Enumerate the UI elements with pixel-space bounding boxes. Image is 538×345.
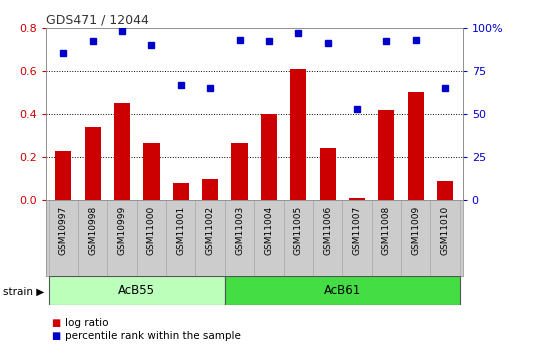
Bar bbox=[84, 127, 101, 200]
Text: percentile rank within the sample: percentile rank within the sample bbox=[65, 332, 240, 341]
Text: GSM11005: GSM11005 bbox=[294, 206, 303, 255]
Bar bbox=[108, 200, 137, 276]
Bar bbox=[290, 69, 306, 200]
Bar bbox=[225, 200, 254, 276]
Bar bbox=[143, 143, 159, 200]
Bar bbox=[372, 200, 401, 276]
Bar bbox=[378, 110, 394, 200]
Bar bbox=[166, 200, 195, 276]
Bar bbox=[342, 200, 372, 276]
Bar bbox=[313, 200, 342, 276]
Bar bbox=[48, 200, 78, 276]
Text: GSM11003: GSM11003 bbox=[235, 206, 244, 255]
Bar bbox=[349, 198, 365, 200]
Text: GSM11007: GSM11007 bbox=[352, 206, 362, 255]
Text: log ratio: log ratio bbox=[65, 318, 108, 327]
Bar bbox=[195, 200, 225, 276]
Bar bbox=[202, 179, 218, 200]
Text: strain ▶: strain ▶ bbox=[3, 287, 44, 296]
Bar bbox=[320, 148, 336, 200]
Text: GSM11008: GSM11008 bbox=[382, 206, 391, 255]
Text: GSM11002: GSM11002 bbox=[206, 206, 215, 255]
Text: GSM11010: GSM11010 bbox=[441, 206, 450, 255]
Bar bbox=[231, 143, 247, 200]
Bar bbox=[254, 200, 284, 276]
Bar bbox=[173, 183, 189, 200]
Bar bbox=[408, 92, 424, 200]
Bar bbox=[437, 181, 453, 200]
Bar bbox=[55, 150, 72, 200]
Text: GSM11001: GSM11001 bbox=[176, 206, 185, 255]
Bar bbox=[137, 200, 166, 276]
Bar bbox=[401, 200, 430, 276]
Bar bbox=[261, 114, 277, 200]
Text: AcB55: AcB55 bbox=[118, 284, 155, 297]
Text: GSM10998: GSM10998 bbox=[88, 206, 97, 255]
Bar bbox=[78, 200, 108, 276]
Text: GSM11000: GSM11000 bbox=[147, 206, 156, 255]
Bar bbox=[114, 103, 130, 200]
Text: GDS471 / 12044: GDS471 / 12044 bbox=[46, 13, 148, 27]
Text: ■: ■ bbox=[51, 332, 60, 341]
Text: GSM11004: GSM11004 bbox=[264, 206, 273, 255]
Text: ■: ■ bbox=[51, 318, 60, 327]
Text: GSM10997: GSM10997 bbox=[59, 206, 68, 255]
Text: AcB61: AcB61 bbox=[324, 284, 361, 297]
Bar bbox=[225, 276, 460, 305]
Text: GSM11006: GSM11006 bbox=[323, 206, 332, 255]
Text: GSM11009: GSM11009 bbox=[411, 206, 420, 255]
Bar bbox=[284, 200, 313, 276]
Bar bbox=[48, 276, 225, 305]
Text: GSM10999: GSM10999 bbox=[118, 206, 126, 255]
Bar bbox=[430, 200, 460, 276]
